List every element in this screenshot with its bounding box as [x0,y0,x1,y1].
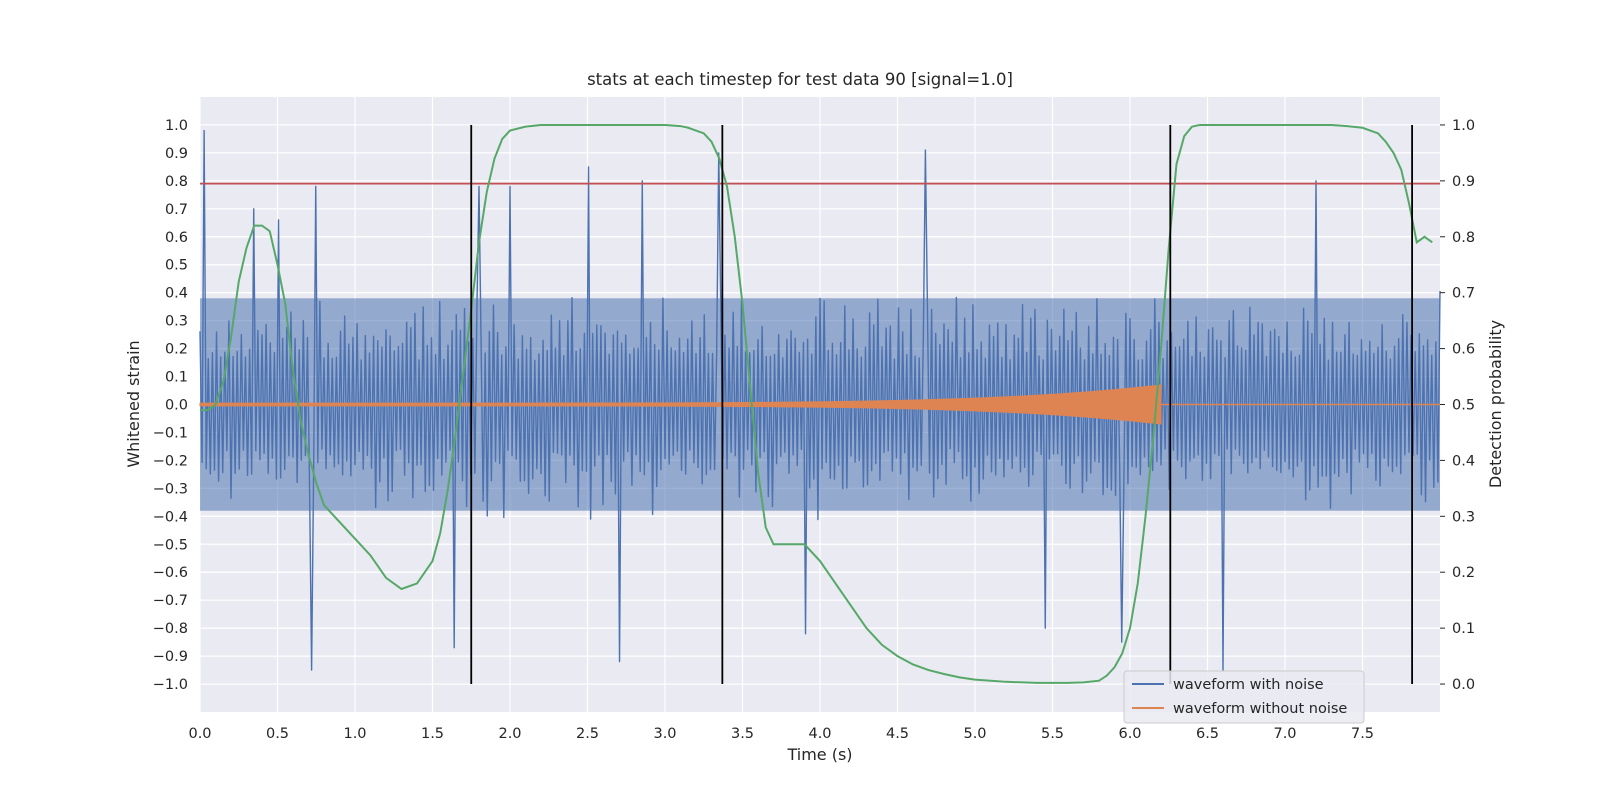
y2-tick-label: 0.7 [1452,286,1475,302]
y-tick-label: −1.0 [153,677,188,693]
y-tick-label: −0.4 [153,509,188,525]
clean-waveform-series [199,384,1440,425]
y-tick-label: −0.2 [153,453,188,469]
y2-tick-label: 0.0 [1452,677,1475,693]
y2-axis-label: Detection probability [1486,320,1505,488]
y-tick-label: 0.9 [165,146,188,162]
x-tick-label: 7.5 [1351,726,1374,742]
x-tick-label: 5.5 [1041,726,1064,742]
legend-label-noisy: waveform with noise [1173,677,1324,693]
x-tick-label: 0.5 [266,726,289,742]
y-tick-label: 0.0 [165,398,188,414]
x-tick-label: 4.0 [808,726,831,742]
y-tick-label: 0.8 [165,174,188,190]
x-tick-label: 6.0 [1118,726,1141,742]
clean-waveform-envelope [199,384,1162,425]
x-tick-label: 1.0 [343,726,366,742]
x-tick-label: 7.0 [1273,726,1296,742]
y-tick-label: −0.8 [153,621,188,637]
x-tick-label: 2.0 [498,726,521,742]
y2-tick-label: 0.5 [1452,398,1475,414]
y2-tick-label: 0.1 [1452,621,1475,637]
x-tick-label: 6.5 [1196,726,1219,742]
y-tick-label: 0.7 [165,202,188,218]
legend-label-clean: waveform without noise [1173,701,1347,717]
detection-probability-line [200,123,1433,684]
y-tick-label: 0.2 [165,342,188,358]
x-tick-label: 2.5 [576,726,599,742]
legend-frame [1123,670,1365,724]
y-tick-label: −0.5 [153,537,188,553]
y2-tick-label: 0.6 [1452,342,1475,358]
y-tick-label: 1.0 [165,118,188,134]
x-tick-label: 5.0 [963,726,986,742]
y-tick-label: −0.9 [153,649,188,665]
x-tick-label: 0.0 [188,726,211,742]
y2-tick-label: 1.0 [1452,118,1475,134]
boundary-lines [470,124,1413,685]
y-tick-label: −0.3 [153,481,188,497]
legend: waveform with noise waveform without noi… [1123,670,1365,724]
probability-series [200,123,1433,684]
chart-title: stats at each timestep for test data 90 … [587,70,1013,89]
y-tick-label: −0.6 [153,565,188,581]
y2-axis-ticks: 1.0 0.9 0.8 0.7 0.6 0.5 0.4 0.3 0.2 0.1 0.0 [1440,118,1475,693]
y2-tick-label: 0.9 [1452,174,1475,190]
y2-tick-label: 0.8 [1452,230,1475,246]
x-axis-ticks: 0.0 0.5 1.0 1.5 2.0 2.5 3.0 3.5 4.0 4.5 5.0 5.5 6.0 6… [188,726,1374,742]
y-tick-label: 0.6 [165,230,188,246]
y-tick-label: 0.5 [165,258,188,274]
x-tick-label: 1.5 [421,726,444,742]
y2-tick-label: 0.2 [1452,565,1475,581]
x-tick-label: 4.5 [886,726,909,742]
x-tick-label: 3.0 [653,726,676,742]
y2-tick-label: 0.4 [1452,453,1475,469]
y-tick-label: −0.1 [153,425,188,441]
y-tick-label: 0.1 [165,370,188,386]
y-axis-ticks: 1.0 0.9 0.8 0.7 0.6 0.5 0.4 0.3 0.2 0.1 0.0 −0.1 −0.… [153,118,188,693]
y-tick-label: 0.3 [165,314,188,330]
y-tick-label: −0.7 [153,593,188,609]
y2-tick-label: 0.3 [1452,509,1475,525]
y-tick-label: 0.4 [165,286,188,302]
x-axis-label: Time (s) [786,745,852,764]
y-axis-label: Whitened strain [124,340,143,467]
x-tick-label: 3.5 [731,726,754,742]
